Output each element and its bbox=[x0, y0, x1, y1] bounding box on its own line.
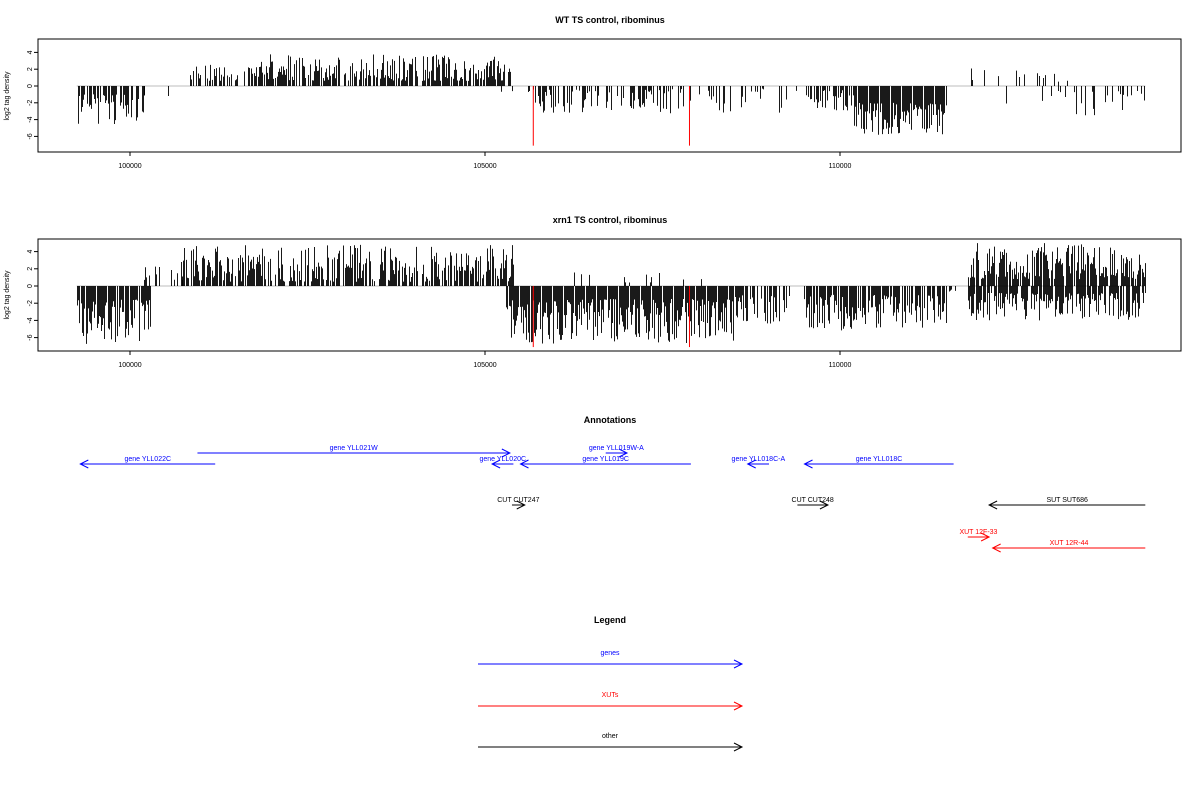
legend-arrow-arrowhead bbox=[733, 701, 744, 711]
annotation-arrow-arrowhead bbox=[79, 459, 89, 469]
annotation-label: gene YLL020C bbox=[479, 456, 526, 463]
wt-y-tick-label: 4 bbox=[27, 50, 34, 54]
wt-panel-frame bbox=[37, 38, 1182, 153]
wt-y-tick-label: -6 bbox=[27, 133, 34, 139]
annotation-label: gene YLL019C bbox=[582, 456, 629, 463]
annotation-arrow-arrowhead bbox=[490, 459, 501, 469]
xrn1-y-tick-label: -6 bbox=[27, 334, 34, 340]
xrn1-panel-title: xrn1 TS control, ribominus bbox=[553, 215, 668, 225]
annotations-title: Annotations bbox=[584, 415, 637, 425]
annotation-label: gene YLL022C bbox=[124, 456, 171, 463]
legend-title: Legend bbox=[594, 615, 626, 625]
legend-panel: Legend genes XUTs other bbox=[478, 615, 744, 752]
annotation-label: XUT 12F-33 bbox=[959, 529, 997, 536]
xrn1-y-tick-label: 0 bbox=[27, 284, 34, 288]
wt-x-tick-label: 110000 bbox=[829, 163, 852, 170]
wt-y-tick-label: 2 bbox=[27, 67, 34, 71]
wt-y-axis-label: log2 tag density bbox=[4, 71, 11, 121]
legend-label: XUTs bbox=[602, 692, 619, 699]
legend-arrow-arrowhead bbox=[733, 659, 744, 669]
xrn1-panel: xrn1 TS control, ribominus log2 tag dens… bbox=[4, 215, 1182, 369]
annotation-label: gene YLL021W bbox=[330, 445, 379, 452]
wt-y-tick-label: -2 bbox=[27, 100, 34, 106]
annotations-panel: Annotations gene YLL022C gene YLL021W gene… bbox=[79, 415, 1146, 553]
annotation-arrow-arrowhead bbox=[819, 500, 830, 510]
xrn1-x-tick-label: 100000 bbox=[118, 362, 141, 369]
annotation-label: gene YLL018C bbox=[856, 456, 903, 463]
xrn1-y-tick-label: 2 bbox=[27, 267, 34, 271]
legend-arrow-arrowhead bbox=[733, 742, 744, 752]
legend-label: genes bbox=[600, 650, 620, 657]
xrn1-panel-frame bbox=[37, 238, 1182, 352]
xrn1-x-tick-label: 105000 bbox=[473, 362, 496, 369]
annotation-arrow-arrowhead bbox=[803, 459, 813, 469]
wt-y-tick-label: -4 bbox=[27, 116, 34, 122]
wt-y-tick-label: 0 bbox=[27, 84, 34, 88]
xrn1-y-tick-label: 4 bbox=[27, 250, 34, 254]
annotation-arrow-arrowhead bbox=[987, 500, 998, 510]
annotation-arrow-arrowhead bbox=[516, 500, 526, 510]
annotation-label: CUT CUT247 bbox=[497, 497, 539, 504]
annotation-label: gene YLL018C-A bbox=[732, 456, 786, 463]
xrn1-x-tick-label: 110000 bbox=[829, 362, 852, 369]
legend-label: other bbox=[602, 733, 619, 740]
xrn1-y-tick-label: -2 bbox=[27, 300, 34, 306]
xrn1-y-axis-label: log2 tag density bbox=[4, 270, 11, 320]
annotation-arrow-arrowhead bbox=[746, 459, 756, 469]
annotation-label: SUT SUT686 bbox=[1046, 497, 1088, 504]
annotation-arrow-arrowhead bbox=[980, 532, 991, 542]
annotation-label: XUT 12R-44 bbox=[1050, 540, 1089, 547]
annotation-arrow-arrowhead bbox=[618, 448, 629, 458]
xrn1-y-tick-label: -4 bbox=[27, 317, 34, 323]
annotation-arrow-arrowhead bbox=[501, 448, 511, 458]
annotation-arrow-arrowhead bbox=[519, 459, 529, 469]
annotation-label: gene YLL019W-A bbox=[589, 445, 644, 452]
wt-panel: WT TS control, ribominus log2 tag densit… bbox=[4, 15, 1182, 170]
annotation-label: CUT CUT248 bbox=[792, 497, 834, 504]
wt-x-tick-label: 100000 bbox=[118, 163, 141, 170]
annotation-arrow-arrowhead bbox=[991, 543, 1001, 553]
wt-panel-title: WT TS control, ribominus bbox=[555, 15, 665, 25]
wt-x-tick-label: 105000 bbox=[473, 163, 496, 170]
